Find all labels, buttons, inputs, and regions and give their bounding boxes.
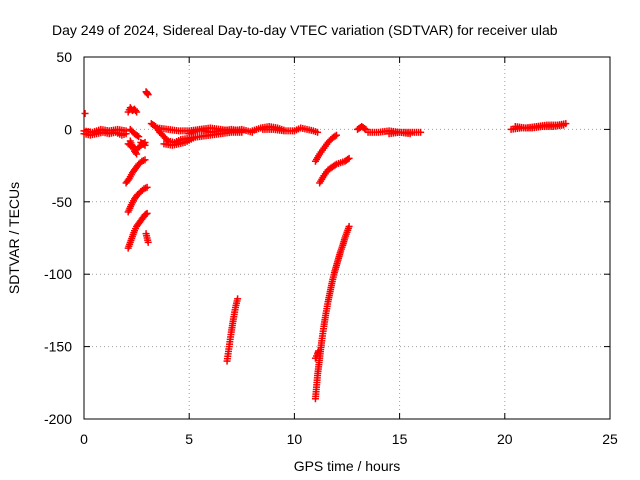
y-axis-label: SDTVAR / TECUs <box>6 182 22 294</box>
data-point <box>81 109 89 117</box>
data-point <box>132 107 140 115</box>
data-point <box>140 140 148 148</box>
data-point <box>135 133 143 141</box>
x-tick-label: 15 <box>392 431 408 447</box>
data-point <box>133 108 141 116</box>
data-point <box>331 132 339 140</box>
data-point <box>314 128 322 136</box>
data-point <box>361 124 369 132</box>
data-point <box>562 120 570 128</box>
y-tick-label: -50 <box>52 194 72 210</box>
data-point <box>315 347 323 355</box>
y-tick-label: 50 <box>56 49 72 65</box>
data-point <box>133 150 141 158</box>
x-tick-label: 20 <box>497 431 513 447</box>
data-point <box>344 155 352 163</box>
data-point <box>132 149 140 157</box>
chart-title: Day 249 of 2024, Sidereal Day-to-day VTE… <box>52 22 558 38</box>
x-tick-label: 0 <box>80 431 88 447</box>
y-tick-label: -200 <box>44 411 72 427</box>
y-tick-label: 0 <box>64 121 72 137</box>
y-tick-label: -150 <box>44 339 72 355</box>
data-point <box>345 154 353 162</box>
data-point <box>141 141 149 149</box>
data-point <box>234 295 242 303</box>
data-point <box>143 183 151 191</box>
y-tick-label: -100 <box>44 266 72 282</box>
tick-layer: 0 5 10 15 20 25 -200 -150 -100 -50 0 50 <box>44 49 618 447</box>
x-tick-label: 25 <box>602 431 618 447</box>
data-point <box>331 161 339 169</box>
plot-frame <box>83 56 611 420</box>
data-point <box>141 156 149 164</box>
x-tick-label: 5 <box>185 431 193 447</box>
data-point <box>189 134 197 142</box>
points-layer <box>80 88 570 403</box>
data-point <box>345 222 353 230</box>
data-point <box>417 128 425 136</box>
data-point <box>144 91 152 99</box>
data-point <box>332 131 340 139</box>
grid-layer <box>84 57 610 419</box>
data-point <box>280 127 288 135</box>
data-point <box>133 132 141 140</box>
x-tick-label: 10 <box>287 431 303 447</box>
data-point <box>406 130 414 138</box>
data-point <box>143 209 151 217</box>
x-axis-label: GPS time / hours <box>294 458 401 474</box>
data-point <box>144 238 152 246</box>
